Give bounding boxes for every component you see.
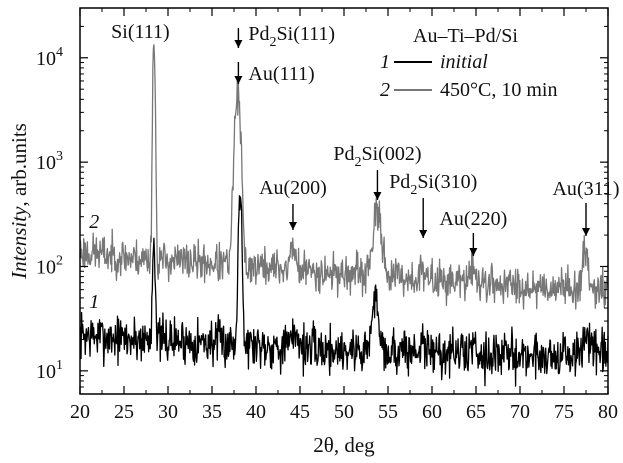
x-tick-label: 55 (378, 401, 398, 423)
annotation-arrow-head (234, 40, 243, 48)
annotation-layer: Si(111) Pd2Si(111)Au(111)Au(200)Pd2Si(002… (111, 21, 620, 256)
annotation-label-tail: (311) (577, 178, 620, 200)
annotation-label-head: Pd (389, 171, 410, 193)
x-tick-label: 35 (202, 401, 222, 423)
annotation-pd2si310: Pd2Si(310) (389, 171, 477, 238)
legend-entry-2-num: 2 (380, 79, 390, 101)
y-tick-label: 103 (36, 149, 63, 174)
annotation-label-tail: Si(002) (362, 143, 422, 165)
y-tick-exp: 1 (56, 358, 63, 373)
x-tick-label: 65 (466, 401, 486, 423)
annotation-pd2si111: Pd2Si(111) (234, 23, 335, 50)
y-tick-base: 10 (36, 48, 56, 70)
annotation-au220: Au(220) (439, 208, 507, 256)
x-tick-label: 20 (70, 401, 90, 423)
x-tick-label: 75 (554, 401, 574, 423)
annotation-label-tail: (200) (284, 177, 327, 199)
annotation-label-sub: 2 (355, 155, 362, 170)
legend-entry-1-num: 1 (380, 51, 390, 73)
series-curve-label-2: 2 (89, 211, 99, 233)
annotation-label-head: Au (248, 63, 272, 85)
legend-entry-1-label: initial (440, 51, 488, 73)
annotation-arrow-head (234, 76, 243, 84)
x-tick-label: 50 (334, 401, 354, 423)
annotation-arrow-head (469, 248, 478, 256)
annotation-arrow-head (373, 192, 382, 200)
annotation-label: Pd2Si(002) (333, 143, 421, 170)
annotation-au311: Au(311) (552, 178, 620, 236)
annotation-label-tail: Si(111) (277, 23, 336, 45)
x-tick-label: 70 (510, 401, 530, 423)
annotation-label: Pd2Si(111) (248, 23, 335, 50)
x-tick-label: 40 (246, 401, 266, 423)
y-tick-exp: 4 (56, 45, 63, 60)
legend: Au–Ti–Pd/Si 1 initial 2 450°C, 10 min (380, 25, 557, 101)
annotation-arrow-head (582, 228, 590, 236)
y-tick-exp: 3 (56, 149, 63, 164)
legend-entry-2-label: 450°C, 10 min (440, 79, 557, 101)
annotation-label-head: Si (111, 21, 128, 43)
annotation-label-tail: Si(310) (417, 171, 477, 193)
series-line-1 (79, 195, 609, 387)
annotation-pd2si002: Pd2Si(002) (333, 143, 422, 200)
plot-frame (79, 7, 609, 395)
annotation-label: Pd2Si(310) (389, 171, 477, 198)
x-tick-label: 30 (158, 401, 178, 423)
annotation-au111: Au(111) (234, 62, 315, 85)
y-tick-base: 10 (36, 256, 56, 278)
annotation-arrow-head (419, 230, 428, 238)
x-axis-label: 2θ, deg (313, 433, 375, 457)
annotation-au200: Au(200) (259, 177, 327, 230)
annotation-label-head: Au (439, 208, 463, 230)
x-tick-label: 60 (422, 401, 442, 423)
annotation-label-tail: (220) (464, 208, 507, 230)
y-tick-label: 101 (36, 358, 63, 383)
annotation-label: Au(311) (552, 178, 619, 200)
annotation-label: Au(220) (439, 208, 507, 230)
y-tick-label: 102 (36, 253, 63, 278)
annotation-arrow-head (288, 222, 297, 230)
annotation-label: Au(111) (248, 63, 314, 85)
annotation-label-sub: 2 (270, 35, 277, 50)
x-tick-label: 80 (598, 401, 618, 423)
annotation-label: Si(111) (111, 21, 170, 43)
x-tick-label: 25 (114, 401, 134, 423)
annotation-label-head: Au (259, 177, 283, 199)
annotation-label-sub: 2 (410, 183, 417, 198)
series-line-2 (79, 44, 609, 310)
series-layer: 12 (79, 44, 609, 387)
annotation-si111: Si(111) (111, 21, 170, 43)
x-tick-label: 45 (290, 401, 310, 423)
series-curve-label-1: 1 (89, 291, 99, 313)
y-tick-exp: 2 (56, 253, 63, 268)
annotation-label: Au(200) (259, 177, 327, 199)
y-tick-label: 104 (36, 45, 63, 70)
y-tick-base: 10 (36, 152, 56, 174)
annotation-label-head: Au (552, 178, 576, 200)
annotation-label-head: Pd (333, 143, 354, 165)
y-axis-label-rest: , arb.units (7, 123, 31, 206)
y-axis-label: Intensity, arb.units (7, 123, 31, 280)
annotation-label-tail: (111) (128, 21, 170, 43)
annotation-label-tail: (111) (273, 63, 315, 85)
y-tick-base: 10 (36, 361, 56, 383)
y-axis-label-italic: Intensity (7, 206, 31, 280)
legend-title: Au–Ti–Pd/Si (413, 25, 518, 47)
annotation-label-head: Pd (248, 23, 269, 45)
